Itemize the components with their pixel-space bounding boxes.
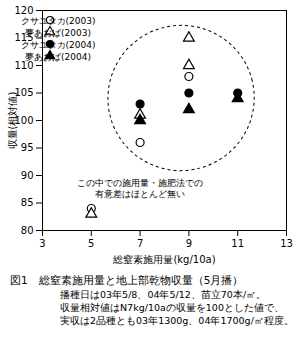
svg-text:11: 11 [231,238,244,249]
svg-text:80: 80 [21,225,34,236]
html-text:図1 総窒素施用量と地上部乾物収量（5月播）: 図1 総窒素施用量と地上部乾物収量（5月播） [10,274,244,286]
svg-text:13: 13 [280,238,293,249]
svg-text:クサユタカ(2004): クサユタカ(2004) [21,40,96,50]
svg-text:110: 110 [14,59,34,71]
svg-text:9: 9 [186,238,192,249]
svg-text:100: 100 [14,114,34,126]
svg-text:90: 90 [21,170,34,181]
html-text:実収は2品種とも03年1300g、04年1700g/㎡程度。: 実収は2品種とも03年1300g、04年1700g/㎡程度。 [60,315,294,326]
svg-text:夢あおば(2004): 夢あおば(2004) [25,52,91,62]
svg-text:この中での施用量・施肥法での有意差はほとんど無い: この中での施用量・施肥法での有意差はほとんど無い [77,178,203,199]
svg-text:85: 85 [21,197,34,208]
svg-text:95: 95 [21,142,34,153]
svg-text:120: 120 [14,5,33,16]
svg-text:夢あおば(2003): 夢あおば(2003) [25,28,91,38]
svg-text:5: 5 [88,238,94,249]
svg-text:クサユタカ(2003): クサユタカ(2003) [21,16,96,26]
svg-text:収量(相対値): 収量(相対値) [7,92,18,150]
svg-text:115: 115 [14,32,34,44]
svg-text:7: 7 [137,238,143,249]
svg-text:105: 105 [14,87,34,99]
svg-text:3: 3 [39,238,45,249]
html-text:播種日は03年5/8、04年5/12、苗立70本/㎡。: 播種日は03年5/8、04年5/12、苗立70本/㎡。 [60,289,267,300]
html-text:収量相対値はN7kg/10aの収量を100とした値で、: 収量相対値はN7kg/10aの収量を100とした値で、 [60,302,284,313]
svg-text:総窒素施用量(kg/10a): 総窒素施用量(kg/10a) [112,254,215,265]
